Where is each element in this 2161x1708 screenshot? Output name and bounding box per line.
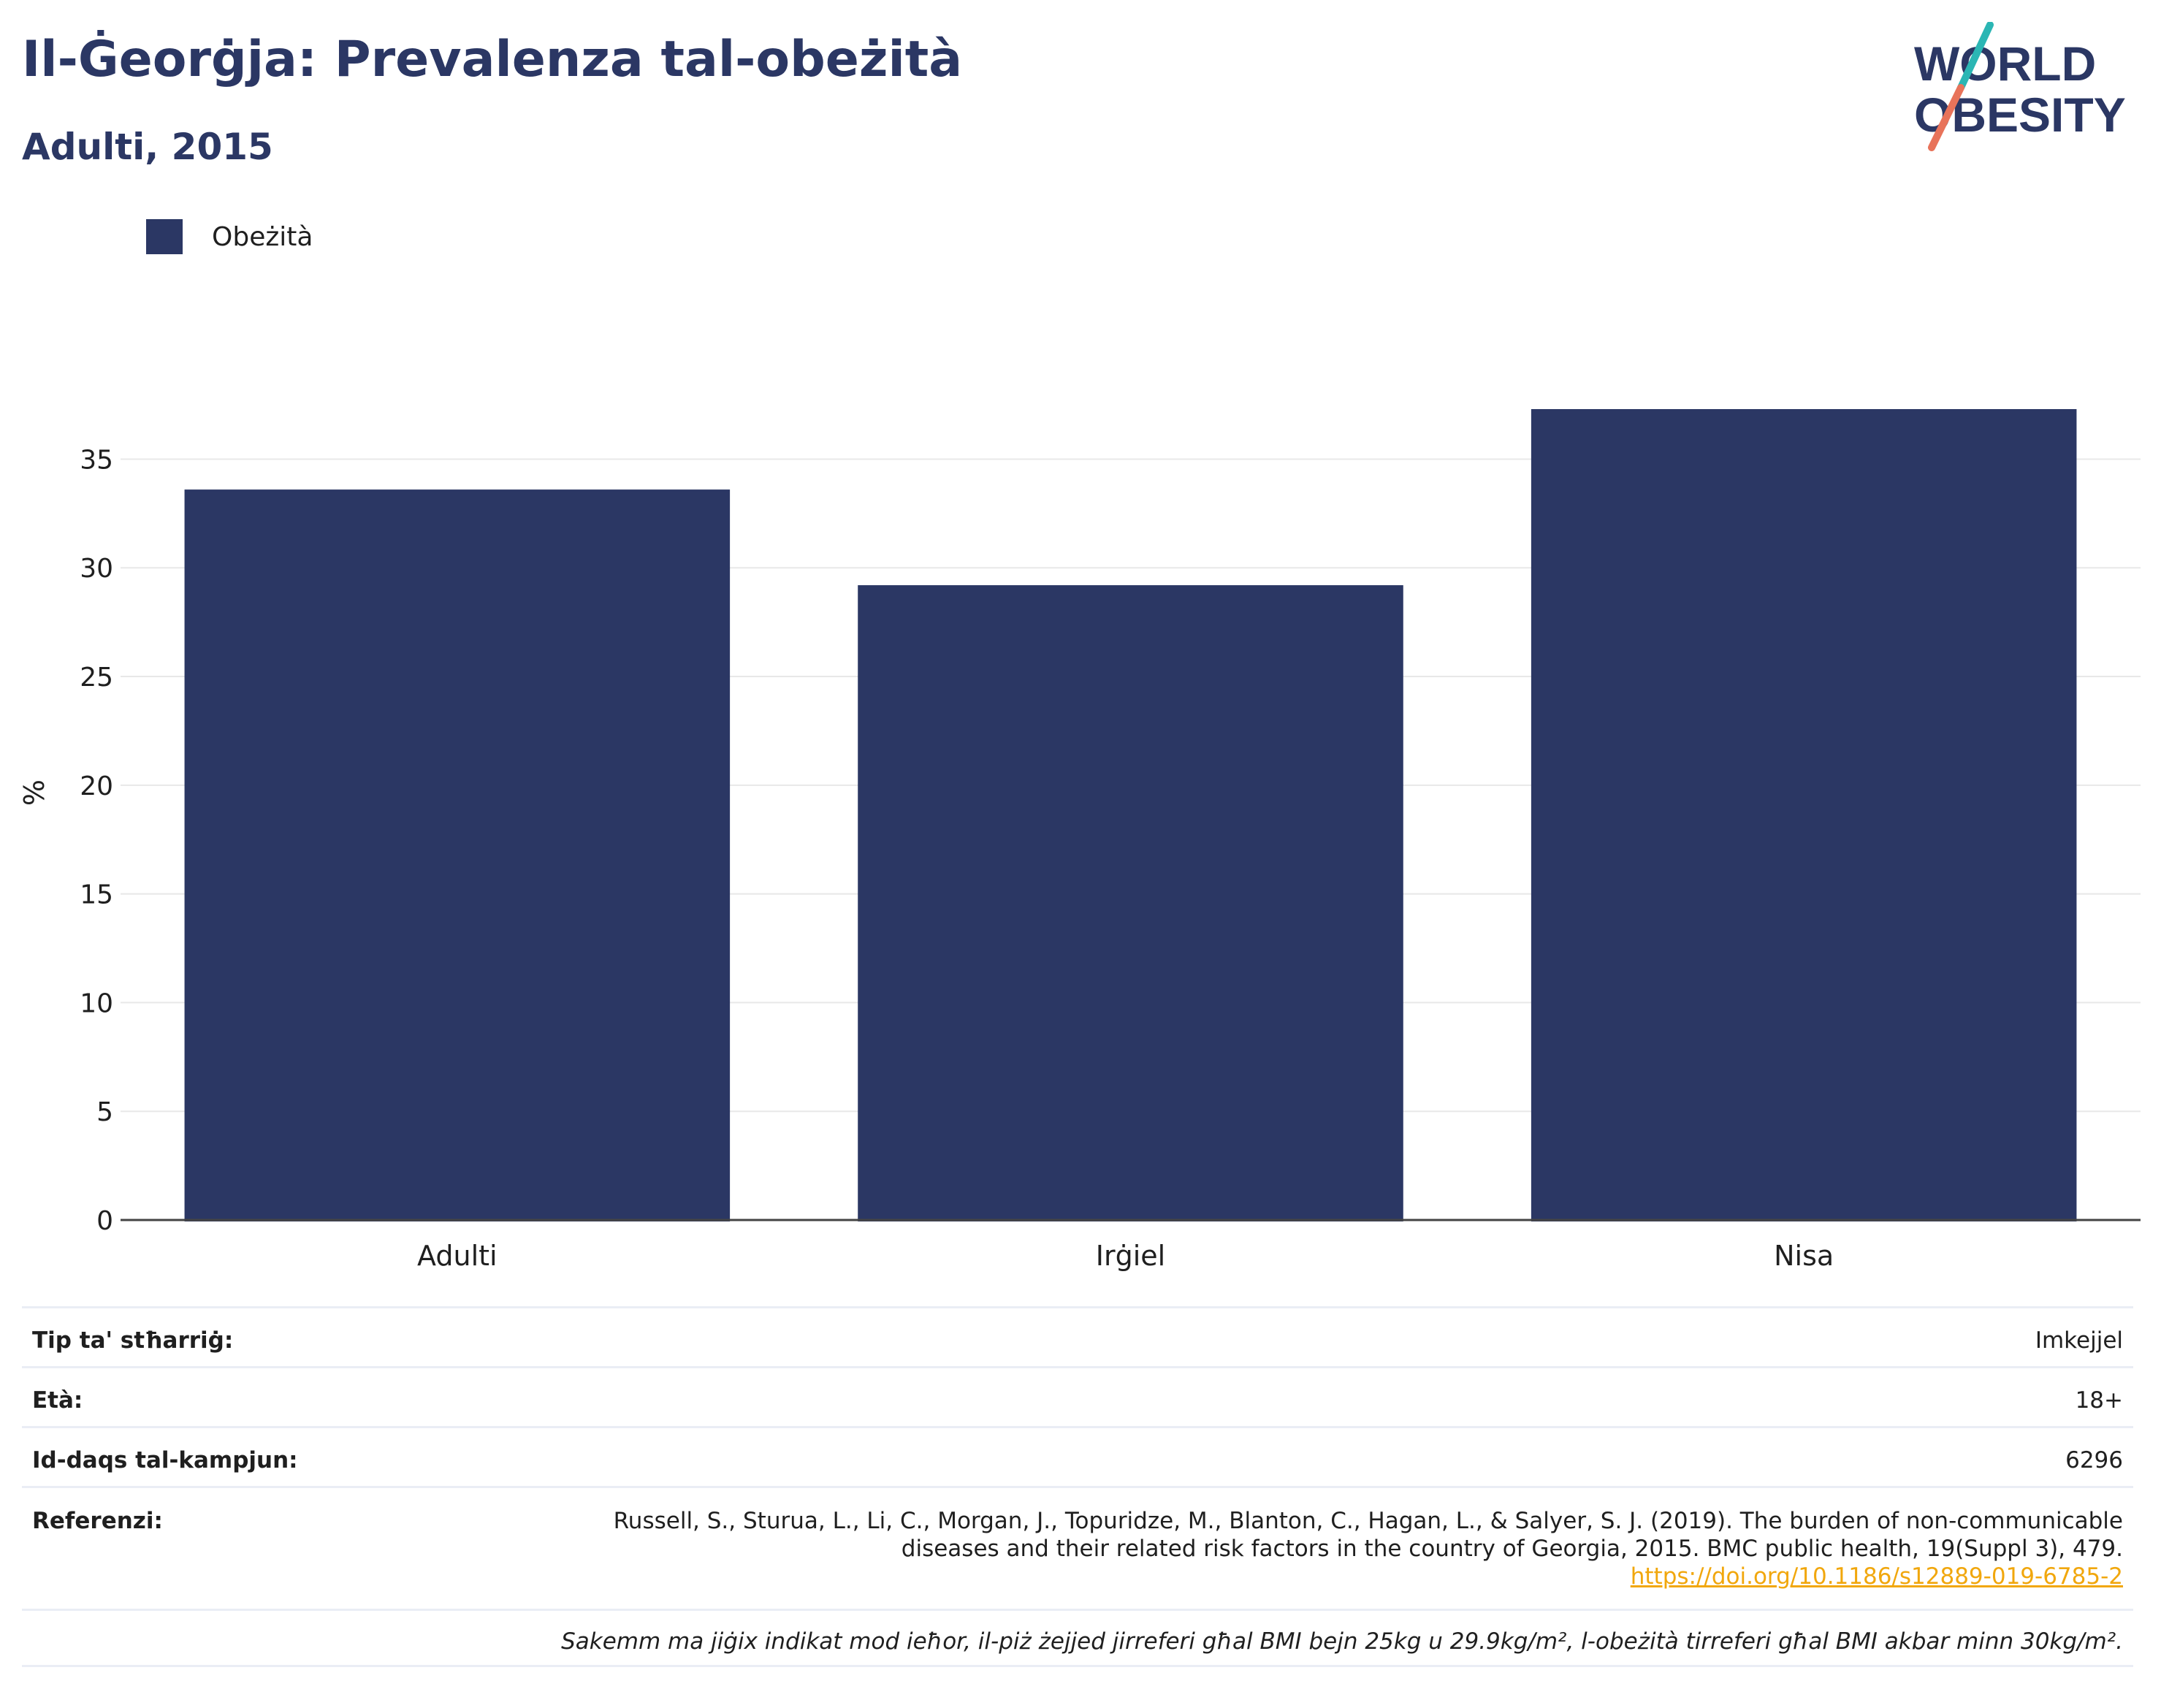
bar-nisa [1531,409,2077,1221]
bar-adulti [184,489,731,1221]
x-tick-label: Nisa [1774,1240,1834,1272]
age-value: 18+ [2075,1387,2123,1414]
y-axis-title: % [18,779,50,806]
world-obesity-logo: WORLD OBESITY [1914,22,2126,151]
y-tick-label: 5 [96,1097,113,1127]
info-row-age: Età: 18+ [22,1366,2133,1426]
info-table: Tip ta' stħarriġ: Imkejjel Età: 18+ Id-d… [22,1306,2133,1667]
survey-type-value: Imkejjel [2035,1327,2123,1354]
legend-swatch [146,219,183,254]
age-label: Età: [32,1387,83,1414]
y-axis-ticks: 0 5 10 15 20 25 30 35 [80,445,113,1236]
info-row-sample-size: Id-daqs tal-kampjun: 6296 [22,1426,2133,1486]
x-axis-labels: Adulti Irġiel Nisa [417,1240,1834,1272]
y-tick-label: 25 [80,663,113,693]
x-tick-label: Irġiel [1096,1240,1165,1272]
y-tick-label: 10 [80,988,113,1018]
x-tick-label: Adulti [417,1240,498,1272]
bmi-definition-note: Sakemm ma jiġix indikat mod ieħor, il-pi… [561,1628,2123,1655]
references-label: Referenzi: [32,1508,163,1534]
bars [184,409,2077,1221]
reference-text: Russell, S., Sturua, L., Li, C., Morgan,… [613,1508,2123,1562]
svg-text:WORLD: WORLD [1914,37,2096,91]
sample-size-value: 6296 [2065,1447,2123,1473]
bar-ir-iel [858,585,1403,1221]
y-tick-label: 15 [80,880,113,910]
legend-label: Obeżità [212,221,313,252]
survey-type-label: Tip ta' stħarriġ: [32,1327,234,1354]
info-row-note: Sakemm ma jiġix indikat mod ieħor, il-pi… [22,1609,2133,1667]
y-tick-label: 0 [96,1206,113,1236]
chart-subtitle: Adulti, 2015 [22,126,273,168]
y-tick-label: 35 [80,445,113,475]
y-tick-label: 30 [80,554,113,584]
chart-title: Il-Ġeorġja: Prevalenza tal-obeżità [22,31,963,88]
sample-size-label: Id-daqs tal-kampjun: [32,1447,298,1473]
reference-doi-link[interactable]: https://doi.org/10.1186/s12889-019-6785-… [1630,1563,2123,1590]
legend: Obeżità [146,218,313,256]
info-row-references: Referenzi: Russell, S., Sturua, L., Li, … [22,1486,2133,1609]
y-tick-label: 20 [80,771,113,801]
references-value: Russell, S., Sturua, L., Li, C., Morgan,… [589,1507,2123,1590]
info-row-survey-type: Tip ta' stħarriġ: Imkejjel [22,1306,2133,1366]
bar-chart: 0 5 10 15 20 25 30 35 Adulti Irġiel Nisa % [18,409,2141,1272]
